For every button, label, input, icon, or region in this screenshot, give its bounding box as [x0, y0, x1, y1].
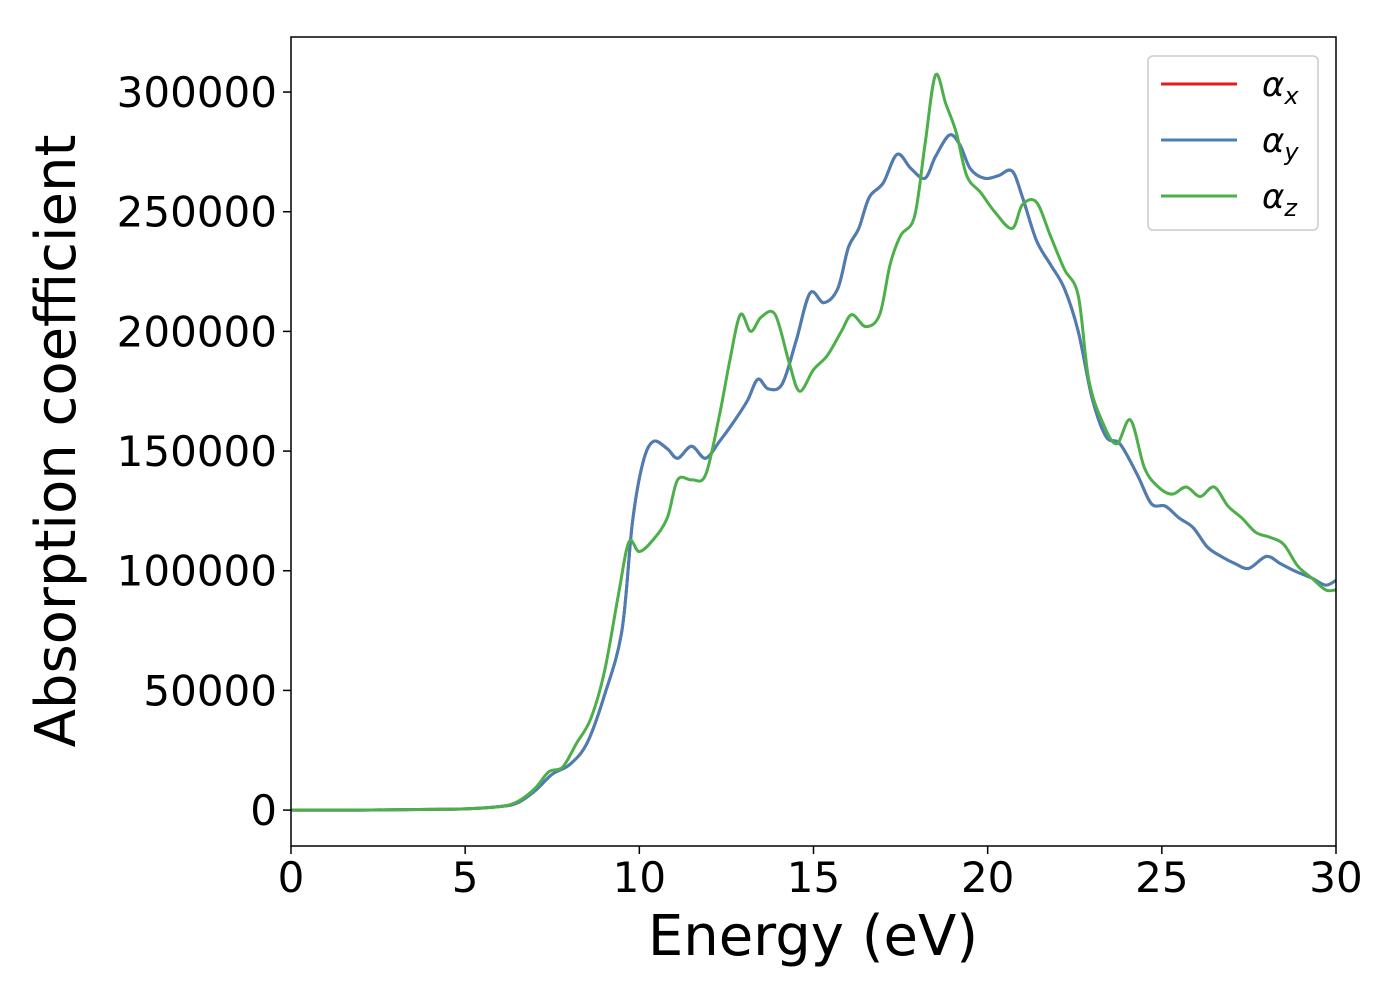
- legend: αx αy αz: [1147, 55, 1319, 231]
- y-tick-label-200000: 200000: [117, 307, 277, 356]
- series-line-alpha-y: [291, 133, 1336, 812]
- y-tick-label-50000: 50000: [143, 666, 277, 715]
- series-layer: [291, 72, 1336, 812]
- legend-box: [1147, 55, 1319, 231]
- series-line-alpha-z: [291, 72, 1336, 812]
- y-tick-label-0: 0: [250, 786, 277, 835]
- x-axis-title: Energy (eV): [648, 904, 978, 969]
- y-tick-label-150000: 150000: [117, 427, 277, 476]
- x-tick-label-25: 25: [1135, 853, 1188, 902]
- x-tick-label-0: 0: [278, 853, 305, 902]
- axes-layer: 0 5 10 15 20 25 30 0 50000 100000 150000 200000 2500…: [117, 36, 1363, 902]
- x-tick-label-15: 15: [787, 853, 840, 902]
- y-axis-title: Absorption coefficient: [24, 135, 89, 748]
- legend-label-alpha-x: αx: [1262, 65, 1299, 110]
- x-tick-label-5: 5: [452, 853, 479, 902]
- legend-label-alpha-y: αy: [1262, 121, 1299, 166]
- y-tick-label-100000: 100000: [117, 547, 277, 596]
- x-tick-label-20: 20: [961, 853, 1014, 902]
- legend-label-alpha-z: αz: [1262, 177, 1298, 222]
- y-tick-label-250000: 250000: [117, 188, 277, 237]
- y-tick-label-300000: 300000: [117, 68, 277, 117]
- x-tick-label-10: 10: [613, 853, 666, 902]
- x-tick-label-30: 30: [1309, 853, 1362, 902]
